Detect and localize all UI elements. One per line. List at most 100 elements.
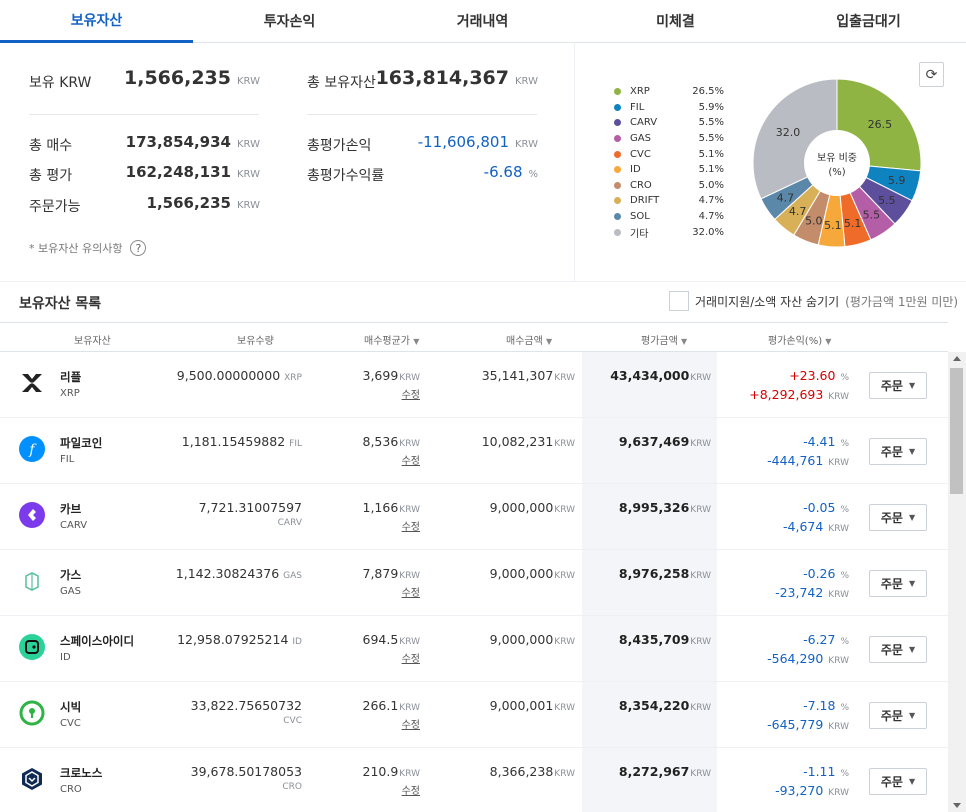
pl-amount: -444,761 KRW <box>767 453 849 468</box>
tab-pl[interactable]: 투자손익 <box>263 14 316 30</box>
eval-amount-unit: KRW <box>690 703 711 713</box>
cvc-icon <box>19 700 45 726</box>
eval-amount-unit: KRW <box>690 505 711 515</box>
col-buy: 매수금액 <box>506 336 543 347</box>
buy-amount-unit: KRW <box>554 571 575 581</box>
table-row[interactable]: 스페이스아이디 ID 12,958.07925214 ID 694.5KRW 수정 9,0… <box>0 616 948 682</box>
pie-slice-label: 5.1 <box>824 219 842 232</box>
holding-qty-symbol: ID <box>292 637 302 647</box>
order-button-label: 주문 <box>880 511 903 525</box>
legend-item: SOL 4.7% <box>614 209 724 225</box>
order-button[interactable]: 주문 ▼ <box>869 372 927 399</box>
legend-item: CARV 5.5% <box>614 115 724 131</box>
holdings-notice-text: * 보유자산 유의사항 <box>29 242 123 255</box>
edit-avg-price-link[interactable]: 수정 <box>401 456 420 467</box>
allocation-pie-chart: 26.55.95.55.55.15.15.04.74.732.0보유 비중(%) <box>752 78 922 248</box>
col-pl-sort[interactable]: 평가손익(%) ▼ <box>768 332 831 347</box>
order-button[interactable]: 주문 ▼ <box>869 504 927 531</box>
pl-percent-unit: % <box>840 637 849 647</box>
avg-price: 7,879KRW <box>362 566 421 581</box>
edit-avg-price-link[interactable]: 수정 <box>401 654 420 665</box>
legend-item: CRO 5.0% <box>614 178 724 194</box>
edit-avg-price-link[interactable]: 수정 <box>401 390 420 401</box>
buy-amount: 9,000,000KRW <box>489 566 575 581</box>
tab-open-orders[interactable]: 미체결 <box>656 14 695 30</box>
coin-name[interactable]: 크로노스 <box>60 766 103 780</box>
order-button[interactable]: 주문 ▼ <box>869 702 927 729</box>
legend-percent: 32.0% <box>692 226 724 238</box>
holding-qty-symbol: XRP <box>284 373 302 383</box>
buy-amount: 35,141,307KRW <box>481 368 575 383</box>
total-pl-value-row: -11,606,801 KRW <box>408 133 538 151</box>
order-button-label: 주문 <box>880 577 903 591</box>
tab-bar: 보유자산 투자손익 거래내역 미체결 입출금대기 <box>0 0 966 43</box>
avg-price: 1,166KRW <box>362 500 421 515</box>
coin-name[interactable]: 스페이스아이디 <box>60 634 135 648</box>
pl-percent: +23.60 % <box>789 368 849 383</box>
hide-small-assets-checkbox[interactable] <box>669 291 689 311</box>
pl-percent: -0.26 % <box>803 566 849 581</box>
scrollbar-thumb[interactable] <box>950 368 963 494</box>
help-icon[interactable]: ? <box>130 240 147 256</box>
total-eval-unit: KRW <box>237 169 260 180</box>
krw-holding-value-row: 1,566,235 KRW <box>124 67 260 89</box>
eval-amount: 8,272,967KRW <box>618 764 711 779</box>
col-avg-sort[interactable]: 매수평균가 ▼ <box>364 332 419 347</box>
order-button[interactable]: 주문 ▼ <box>869 570 927 597</box>
order-button[interactable]: 주문 ▼ <box>869 768 927 795</box>
legend-name: CRO <box>630 179 652 191</box>
eval-amount: 8,995,326KRW <box>618 500 711 515</box>
refresh-button[interactable]: ⟳ <box>919 62 944 87</box>
edit-avg-price-link[interactable]: 수정 <box>401 720 420 731</box>
sort-caret-icon: ▼ <box>546 337 553 346</box>
scroll-down-icon[interactable] <box>953 803 961 808</box>
pie-slice-label: 5.9 <box>888 174 906 187</box>
pl-percent-unit: % <box>840 505 849 515</box>
table-row[interactable]: 가스 GAS 1,142.30824376 GAS 7,879KRW 수정 9,000,0… <box>0 550 948 616</box>
avg-price-unit: KRW <box>399 373 420 383</box>
tab-holdings[interactable]: 보유자산 <box>0 0 193 43</box>
edit-avg-price-link[interactable]: 수정 <box>401 786 420 797</box>
orderable-value: 1,566,235 <box>146 194 231 212</box>
coin-name[interactable]: 카브 <box>60 502 82 516</box>
col-qty: 보유수량 <box>237 336 274 347</box>
pie-slice-label: 5.5 <box>863 209 881 222</box>
buy-amount: 9,000,001KRW <box>489 698 575 713</box>
coin-name[interactable]: 리플 <box>60 370 82 384</box>
coin-name[interactable]: 시빅 <box>60 700 82 714</box>
hide-small-assets-toggle[interactable]: 거래미지원/소액 자산 숨기기 (평가금액 1만원 미만) <box>669 291 958 311</box>
pie-slice-label: 32.0 <box>776 126 801 139</box>
legend-item: XRP 26.5% <box>614 84 724 100</box>
table-row[interactable]: f 파일코인 FIL 1,181.15459882 FIL 8,536KRW 수정 10,0… <box>0 418 948 484</box>
legend-name: FIL <box>630 101 645 113</box>
edit-avg-price-link[interactable]: 수정 <box>401 522 420 533</box>
order-button[interactable]: 주문 ▼ <box>869 438 927 465</box>
table-row[interactable]: 카브 CARV 7,721.31007597 CARV 1,166KRW 수정 9,000,… <box>0 484 948 550</box>
col-buy-sort[interactable]: 매수금액 ▼ <box>506 332 552 347</box>
holdings-table-header: 보유자산 보유수량 매수평균가 ▼ 매수금액 ▼ 평가금액 ▼ 평가손익(%) … <box>0 322 948 352</box>
total-rate-value: -6.68 <box>483 163 523 181</box>
holdings-notice[interactable]: * 보유자산 유의사항 ? <box>29 240 147 256</box>
gas-icon <box>19 568 45 594</box>
holding-qty: 1,181.15459882 FIL <box>181 434 302 449</box>
allocation-legend: XRP 26.5% FIL 5.9% CARV 5.5% GAS 5.5% CVC 5.1% ID 5… <box>614 84 724 240</box>
pie-slice-label: 5.5 <box>878 194 896 207</box>
coin-name[interactable]: 파일코인 <box>60 436 103 450</box>
edit-avg-price-link[interactable]: 수정 <box>401 588 420 599</box>
table-row[interactable]: 리플 XRP 9,500.00000000 XRP 3,699KRW 수정 35,141,… <box>0 352 948 418</box>
pie-slice-label: 5.0 <box>805 215 823 228</box>
legend-item: DRIFT 4.7% <box>614 193 724 209</box>
col-value-sort[interactable]: 평가금액 ▼ <box>641 332 687 347</box>
pl-amount: -4,674 KRW <box>783 519 849 534</box>
scroll-up-icon[interactable] <box>953 356 961 361</box>
order-button[interactable]: 주문 ▼ <box>869 636 927 663</box>
table-row[interactable]: 시빅 CVC 33,822.75650732 CVC 266.1KRW 수정 9,000,0… <box>0 682 948 748</box>
table-row[interactable]: 크로노스 CRO 39,678.50178053 CRO 210.9KRW 수정 8,366… <box>0 748 948 812</box>
pl-percent: -4.41 % <box>803 434 849 449</box>
scrollbar[interactable] <box>948 352 966 812</box>
tab-deposit-pending[interactable]: 입출금대기 <box>836 14 901 30</box>
total-pl-unit: KRW <box>515 139 538 150</box>
tab-history[interactable]: 거래내역 <box>456 14 509 30</box>
coin-name[interactable]: 가스 <box>60 568 82 582</box>
legend-name: ID <box>630 164 641 176</box>
